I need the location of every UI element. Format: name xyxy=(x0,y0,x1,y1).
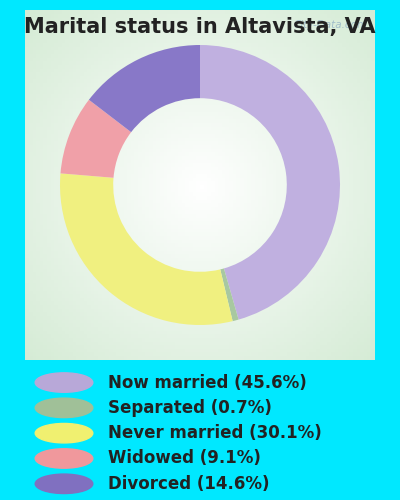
Text: Separated (0.7%): Separated (0.7%) xyxy=(108,399,272,417)
Circle shape xyxy=(35,424,93,443)
Wedge shape xyxy=(220,268,238,321)
Text: Widowed (9.1%): Widowed (9.1%) xyxy=(108,450,261,468)
Text: Divorced (14.6%): Divorced (14.6%) xyxy=(108,475,270,493)
Circle shape xyxy=(35,398,93,417)
Wedge shape xyxy=(200,45,340,320)
Circle shape xyxy=(35,474,93,494)
Circle shape xyxy=(35,373,93,392)
Text: Never married (30.1%): Never married (30.1%) xyxy=(108,424,322,442)
Text: City-Data.com: City-Data.com xyxy=(294,20,368,30)
Text: Now married (45.6%): Now married (45.6%) xyxy=(108,374,307,392)
Wedge shape xyxy=(89,45,200,132)
Text: Marital status in Altavista, VA: Marital status in Altavista, VA xyxy=(24,18,376,38)
Wedge shape xyxy=(60,100,131,178)
Wedge shape xyxy=(60,174,233,325)
Circle shape xyxy=(35,449,93,468)
